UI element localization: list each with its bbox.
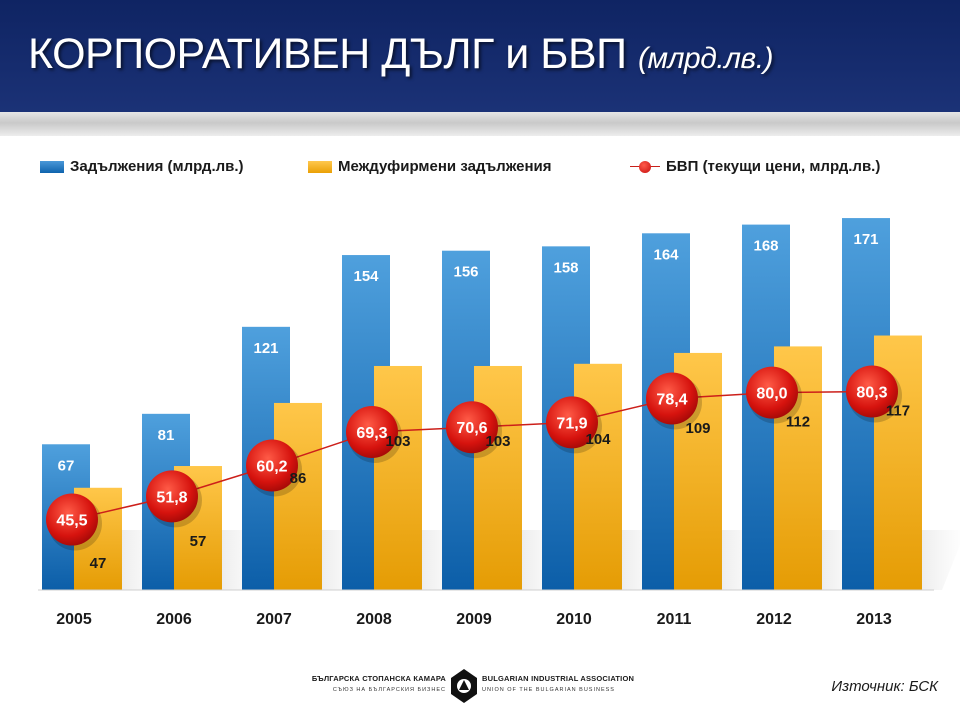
gdp-marker-2009 [446, 401, 498, 454]
x-tick-2009: 2009 [456, 611, 492, 628]
gdp-marker-2012 [746, 366, 798, 419]
series-gdp: 45,5 51,8 60,2 69,3 70,6 71,9 78,4 80,0 80,3 [46, 365, 902, 551]
gdp-label-2008: 69,3 [356, 425, 387, 442]
label-liabilities-2006: 81 [158, 427, 175, 444]
gdp-marker-2013 [846, 365, 898, 418]
gdp-marker-2010 [546, 396, 598, 449]
label-liabilities-2005: 67 [58, 457, 75, 474]
title-bar: КОРПОРАТИВЕН ДЪЛГ и БВП (млрд.лв.) [0, 0, 960, 112]
label-interfirm-2005: 47 [90, 555, 107, 572]
gdp-label-2009: 70,6 [456, 420, 487, 437]
label-interfirm-2006: 57 [190, 533, 207, 550]
label-liabilities-2009: 156 [453, 264, 478, 281]
x-tick-2006: 2006 [156, 611, 192, 628]
label-liabilities-2010: 158 [553, 259, 578, 276]
x-tick-2011: 2011 [657, 611, 692, 628]
gdp-label-2012: 80,0 [756, 386, 787, 403]
logo-text-en: BULGARIAN INDUSTRIAL ASSOCIATION UNION O… [482, 674, 642, 693]
gdp-label-2013: 80,3 [856, 384, 887, 401]
source-note: Източник: БСК [831, 678, 938, 695]
x-tick-2012: 2012 [756, 611, 792, 628]
label-liabilities-2007: 121 [253, 340, 278, 357]
x-axis-ticks: 2005 2006 2007 2008 2009 2010 2011 2012 2013 [56, 611, 892, 628]
legend-label-liabilities: Задължения (млрд.лв.) [70, 158, 244, 175]
title-text: КОРПОРАТИВЕН ДЪЛГ и БВП [28, 30, 627, 78]
label-liabilities-2012: 168 [753, 238, 778, 255]
org-subtitle-en: UNION OF THE BULGARIAN BUSINESS [482, 687, 615, 693]
header-divider-band [0, 112, 960, 136]
gdp-marker-2006 [146, 470, 198, 523]
bar-interfirm-2009 [474, 365, 522, 590]
bar-interfirm-2007 [274, 402, 322, 590]
data-labels: 67 47 81 57 121 86 154 103 156 103 158 104 164 109 168… [58, 231, 910, 572]
legend-label-gdp: БВП (текущи цени, млрд.лв.) [666, 158, 881, 175]
association-logo: БЪЛГАРСКА СТОПАНСКА КАМАРА СЪЮЗ НА БЪЛГА… [296, 666, 636, 710]
x-tick-2007: 2007 [256, 611, 292, 628]
label-liabilities-2008: 154 [353, 268, 379, 285]
legend-item-gdp: БВП (текущи цени, млрд.лв.) [630, 158, 880, 175]
chart-legend: Задължения (млрд.лв.) Междуфирмени задъл… [40, 158, 940, 182]
bar-interfirm-2010 [574, 363, 622, 590]
gdp-label-2005: 45,5 [56, 513, 87, 530]
org-name-bg: БЪЛГАРСКА СТОПАНСКА КАМАРА [311, 674, 446, 683]
gdp-marker-2008 [346, 405, 398, 458]
x-tick-2010: 2010 [556, 611, 592, 628]
gdp-label-2011: 78,4 [656, 391, 687, 408]
bia-logo-icon [451, 669, 477, 703]
gdp-label-2010: 71,9 [556, 415, 587, 432]
logo-text-bg: БЪЛГАРСКА СТОПАНСКА КАМАРА СЪЮЗ НА БЪЛГА… [296, 674, 446, 693]
label-interfirm-2010: 104 [585, 431, 611, 448]
legend-item-liabilities: Задължения (млрд.лв.) [40, 158, 244, 175]
gdp-marker-2005 [46, 493, 98, 546]
legend-label-interfirm: Междуфирмени задължения [338, 158, 552, 175]
legend-item-interfirm: Междуфирмени задължения [308, 158, 552, 175]
bar-line-chart: 45,551,860,269,3 70,6 71,978,4 80,0 80,3 674… [38, 218, 960, 628]
label-interfirm-2012: 112 [786, 413, 810, 430]
org-name-en: BULGARIAN INDUSTRIAL ASSOCIATION [482, 674, 635, 683]
org-subtitle-bg: СЪЮЗ НА БЪЛГАРСКИЯ БИЗНЕС [332, 687, 446, 693]
label-liabilities-2013: 171 [853, 231, 878, 248]
gdp-marker-2011 [646, 372, 698, 425]
gdp-marker-2007 [246, 439, 298, 492]
label-interfirm-2008: 103 [385, 433, 410, 450]
series-interfirm [74, 335, 922, 590]
page-title: КОРПОРАТИВЕН ДЪЛГ и БВП (млрд.лв.) [28, 30, 774, 79]
legend-swatch-liabilities [40, 160, 64, 173]
gdp-label-2007: 60,2 [256, 458, 287, 475]
legend-swatch-interfirm [308, 160, 332, 173]
x-tick-2005: 2005 [56, 611, 92, 628]
label-interfirm-2009: 103 [485, 433, 510, 450]
label-interfirm-2007: 86 [290, 470, 307, 487]
label-interfirm-2011: 109 [685, 420, 710, 437]
legend-line-gdp [630, 160, 660, 174]
title-unit: (млрд.лв.) [638, 42, 774, 75]
x-tick-2013: 2013 [856, 611, 892, 628]
label-liabilities-2011: 164 [653, 246, 679, 263]
label-interfirm-2013: 117 [886, 403, 910, 420]
bar-interfirm-2008 [374, 365, 422, 590]
x-tick-2008: 2008 [356, 611, 392, 628]
gdp-label-2006: 51,8 [156, 489, 187, 506]
